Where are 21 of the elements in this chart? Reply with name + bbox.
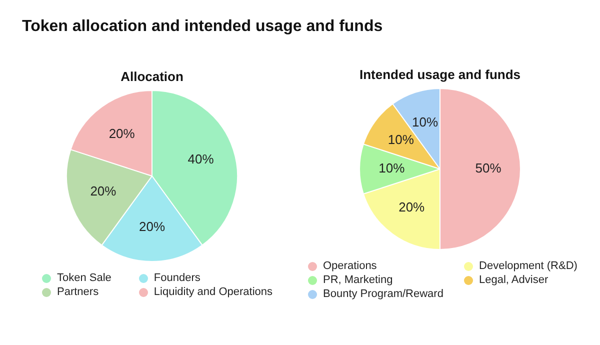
legend-label: Partners <box>56 286 100 298</box>
data-label: 20% <box>90 183 117 198</box>
legend-label: Operations <box>322 260 378 272</box>
legend-label: Bounty Program/Reward <box>322 288 444 300</box>
legend-label: Liquidity and Operations <box>152 286 274 298</box>
legend-label: Development (R&D) <box>478 260 578 272</box>
chart-title: Intended usage and funds <box>358 66 522 84</box>
data-label: 40% <box>188 152 214 167</box>
legend-label: Founders <box>152 272 202 284</box>
chart-title: Allocation <box>120 68 184 86</box>
data-label: 20% <box>138 218 166 234</box>
legend-label: PR, Marketing <box>322 274 394 286</box>
data-label: 10% <box>412 114 439 130</box>
data-label: 20% <box>108 126 136 142</box>
text: Token allocation and intended usage and funds <box>22 18 383 36</box>
legend-label: Token Sale <box>56 272 112 284</box>
data-label: 10% <box>378 160 406 176</box>
data-label: 20% <box>398 200 426 215</box>
legend-label: Legal, Adviser <box>478 274 550 286</box>
data-label: 50% <box>475 160 502 176</box>
data-label: 10% <box>388 132 414 148</box>
